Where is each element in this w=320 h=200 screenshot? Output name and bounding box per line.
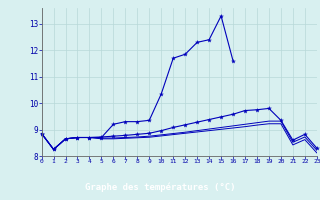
Text: Graphe des températures (°C): Graphe des températures (°C) — [85, 182, 235, 192]
